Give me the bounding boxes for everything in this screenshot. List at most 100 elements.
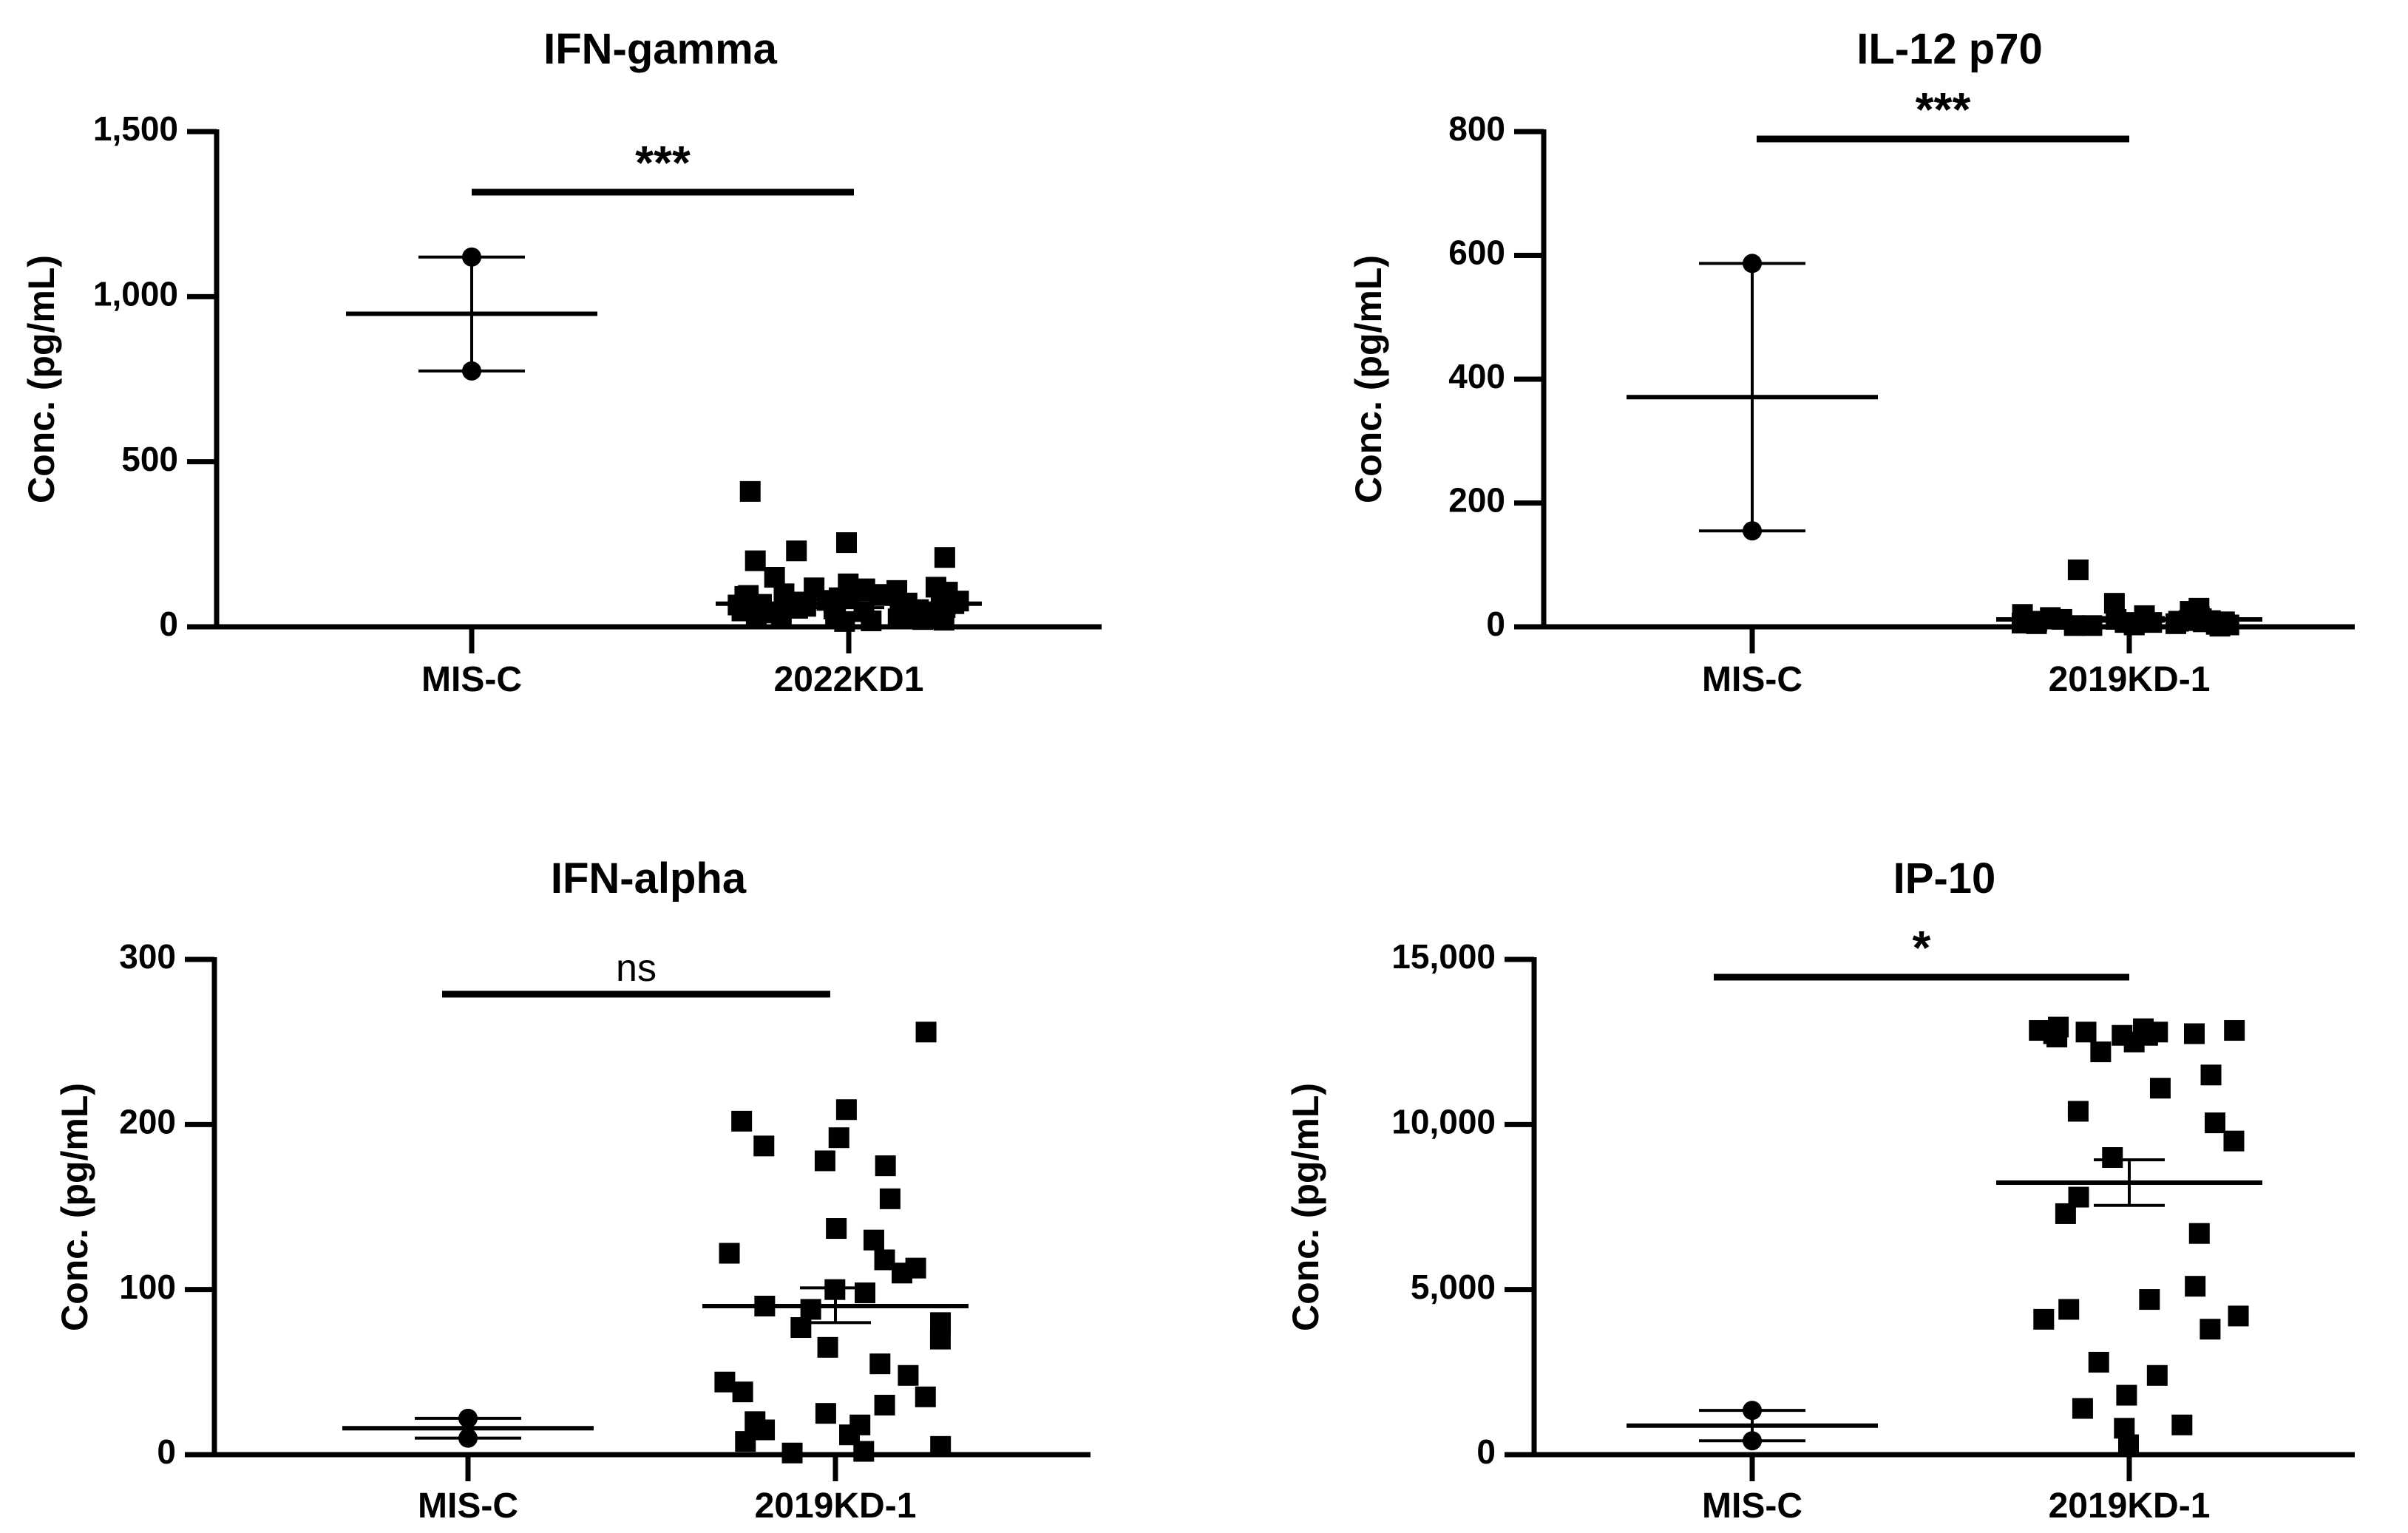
x-tick-label: 2019KD-1 — [2049, 1486, 2211, 1526]
data-point-square — [2205, 1112, 2226, 1134]
y-tick-label: 5,000 — [1411, 1268, 1496, 1306]
data-point-square — [2033, 1308, 2055, 1330]
data-point-square — [731, 1110, 753, 1132]
data-point-square — [2141, 612, 2163, 633]
y-tick-label: 500 — [121, 440, 178, 478]
y-tick-label: 600 — [1448, 234, 1505, 272]
panel-il12-p70: IL-12 p70 Conc. (pg/mL) 0 200 400 600 800 MIS-C… — [1348, 25, 2355, 699]
data-point-square — [2055, 1203, 2076, 1224]
significance-label: ns — [616, 947, 657, 990]
x-tick-label: MIS-C — [1702, 1486, 1802, 1526]
data-point-square — [2090, 1041, 2112, 1063]
data-point-square — [2072, 1398, 2093, 1419]
y-tick-label: 0 — [1486, 605, 1505, 643]
data-point-square — [824, 1279, 846, 1300]
y-tick-label: 200 — [1448, 481, 1505, 520]
data-point-circle — [1743, 1431, 1762, 1451]
y-tick-label: 1,500 — [93, 109, 178, 148]
x-tick-label: MIS-C — [1702, 660, 1802, 699]
data-point-square — [2171, 1414, 2193, 1435]
x-tick-label: 2019KD-1 — [755, 1486, 917, 1526]
data-point-square — [2200, 1319, 2221, 1340]
data-point-square — [912, 609, 934, 630]
significance-label: *** — [1916, 83, 1971, 136]
y-tick-label: 1,000 — [93, 274, 178, 313]
y-tick-label: 400 — [1448, 357, 1505, 395]
data-point-square — [739, 480, 761, 502]
chart-title: IL-12 p70 — [1856, 25, 2042, 73]
data-point-square — [2228, 1305, 2249, 1327]
y-axis-label: Conc. (pg/mL) — [54, 1083, 95, 1331]
panel-ip-10: IP-10 Conc. (pg/mL) 0 5,000 10,000 15,000 MIS-… — [1285, 854, 2355, 1526]
panel-ifn-gamma: IFN-gamma Conc. (pg/mL) 0 500 1,000 1,500 MIS-… — [21, 25, 1102, 699]
data-point-square — [874, 1249, 895, 1271]
data-point-circle — [1743, 1401, 1762, 1421]
data-point-square — [826, 1218, 847, 1240]
data-point-square — [800, 1299, 821, 1320]
data-point-square — [2146, 1364, 2168, 1386]
data-point-square — [892, 1262, 913, 1284]
y-tick-label: 300 — [119, 937, 176, 976]
data-point-square — [855, 1282, 876, 1304]
x-tick-label: 2022KD1 — [774, 660, 924, 699]
data-point-square — [2067, 1101, 2089, 1122]
data-point-square — [2183, 1023, 2205, 1044]
y-tick-label: 0 — [159, 605, 178, 643]
chart-title: IP-10 — [1893, 854, 1996, 903]
data-point-square — [781, 1442, 803, 1464]
data-point-circle — [462, 247, 481, 267]
y-tick-label: 200 — [119, 1102, 176, 1141]
chart-title: IFN-alpha — [551, 854, 747, 903]
data-point-square — [2102, 1147, 2123, 1168]
data-point-square — [929, 1328, 951, 1350]
data-point-square — [930, 1435, 952, 1457]
data-point-square — [2149, 1078, 2171, 1099]
y-tick-label: 15,000 — [1391, 937, 1496, 976]
data-point-square — [815, 1403, 836, 1424]
data-point-square — [2123, 1031, 2145, 1053]
data-point-square — [933, 610, 954, 631]
data-point-square — [874, 1395, 895, 1415]
data-point-square — [2026, 613, 2047, 634]
data-point-square — [2188, 1223, 2210, 1244]
chart-title: IFN-gamma — [543, 25, 778, 73]
y-tick-label: 0 — [157, 1432, 176, 1471]
data-point-square — [934, 547, 955, 568]
data-point-circle — [462, 361, 481, 381]
data-point-square — [2067, 559, 2089, 580]
data-point-square — [753, 1135, 775, 1157]
y-axis-label: Conc. (pg/mL) — [21, 255, 62, 503]
data-point-square — [2088, 1351, 2109, 1373]
data-point-square — [735, 1431, 756, 1452]
x-tick-label: MIS-C — [421, 660, 522, 699]
data-point-square — [2223, 1130, 2245, 1152]
y-tick-label: 100 — [119, 1268, 176, 1306]
data-point-square — [828, 1127, 849, 1149]
data-point-square — [2139, 1289, 2160, 1311]
data-point-square — [2165, 613, 2187, 634]
x-tick-label: MIS-C — [418, 1486, 518, 1526]
data-point-square — [853, 1441, 875, 1462]
data-point-square — [2116, 1384, 2137, 1406]
y-axis-label: Conc. (pg/mL) — [1348, 255, 1389, 503]
data-point-square — [732, 1381, 753, 1403]
data-point-square — [898, 1364, 919, 1386]
data-point-square — [834, 611, 855, 632]
data-point-square — [770, 604, 792, 625]
data-point-circle — [458, 1408, 478, 1428]
data-point-square — [835, 532, 857, 554]
panel-ifn-alpha: IFN-alpha Conc. (pg/mL) 0 100 200 300 MIS-C 201… — [54, 854, 1091, 1526]
data-point-square — [790, 1317, 812, 1339]
data-point-square — [2075, 1022, 2097, 1043]
y-tick-label: 0 — [1476, 1432, 1496, 1471]
data-point-square — [817, 1336, 838, 1358]
data-point-square — [835, 1099, 857, 1121]
data-point-square — [915, 1386, 936, 1407]
significance-label: * — [1913, 921, 1931, 974]
data-point-square — [2224, 1020, 2245, 1041]
data-point-square — [814, 1150, 835, 1172]
data-point-square — [754, 1419, 776, 1441]
y-axis-label: Conc. (pg/mL) — [1285, 1083, 1326, 1331]
data-point-circle — [1743, 254, 1762, 273]
